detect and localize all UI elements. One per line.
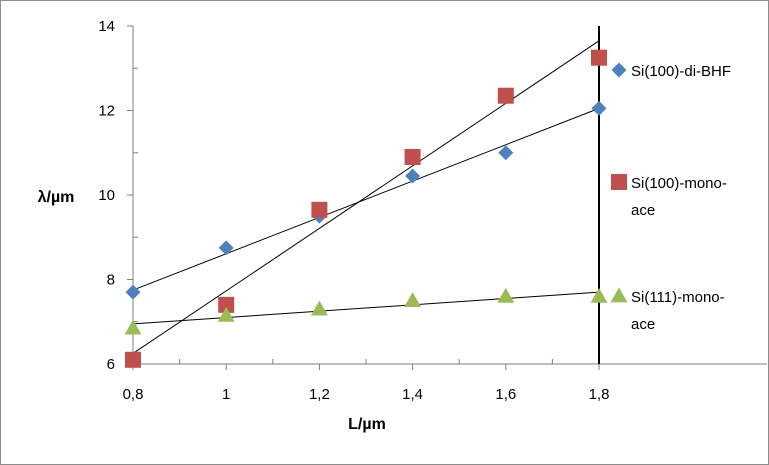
trendlines: [132, 40, 600, 354]
x-tick-label: 0,8: [123, 386, 144, 403]
y-tick-label: 10: [98, 187, 115, 204]
legend-label: Si(100)-di-BHF: [631, 63, 731, 80]
legend-diamond-marker: [611, 62, 627, 78]
diamond-marker: [218, 240, 234, 256]
y-tick-label: 6: [107, 356, 115, 373]
triangle-marker: [124, 319, 142, 335]
diamond-marker: [125, 284, 141, 300]
y-tick-label: 8: [107, 272, 115, 289]
legend-triangle-marker: [610, 287, 628, 303]
triangle-marker: [217, 306, 235, 322]
y-axis-title: λ/µm: [38, 189, 75, 206]
x-tick-label: 1: [222, 386, 230, 403]
x-tick-label: 1,2: [309, 386, 330, 403]
triangle-marker: [310, 300, 328, 316]
tick-labels: 6 8 10 12 14 0,8 1 1,2 1,4 1,6 1,8: [98, 18, 609, 403]
x-tick-label: 1,4: [402, 386, 423, 403]
square-marker: [311, 201, 328, 218]
data-markers: [124, 49, 608, 368]
square-marker: [404, 148, 421, 165]
trendline: [132, 40, 600, 354]
legend-square-marker: [611, 174, 627, 190]
diamond-marker: [405, 168, 421, 184]
x-tick-label: 1,6: [495, 386, 516, 403]
x-axis-title: L/µm: [348, 416, 386, 433]
legend: Si(100)-di-BHF Si(100)-mono-ace Si(111)-mo…: [610, 62, 731, 333]
legend-label: ace: [631, 316, 655, 333]
y-tick-label: 12: [98, 103, 115, 120]
square-marker: [218, 296, 235, 313]
square-marker: [497, 87, 514, 104]
trendline: [132, 291, 600, 325]
triangle-marker: [497, 287, 515, 303]
x-tick-label: 1,8: [589, 386, 610, 403]
y-tick-label: 14: [98, 18, 115, 35]
trendline: [132, 107, 600, 291]
triangle-marker: [404, 292, 422, 307]
diamond-marker: [591, 100, 607, 116]
legend-label: Si(100)-mono-: [631, 175, 727, 192]
legend-label: Si(111)-mono-: [631, 289, 725, 306]
triangle-marker: [590, 287, 608, 303]
square-marker: [125, 351, 141, 368]
square-marker: [591, 49, 607, 66]
legend-label: ace: [631, 202, 655, 219]
diamond-marker: [498, 145, 514, 161]
